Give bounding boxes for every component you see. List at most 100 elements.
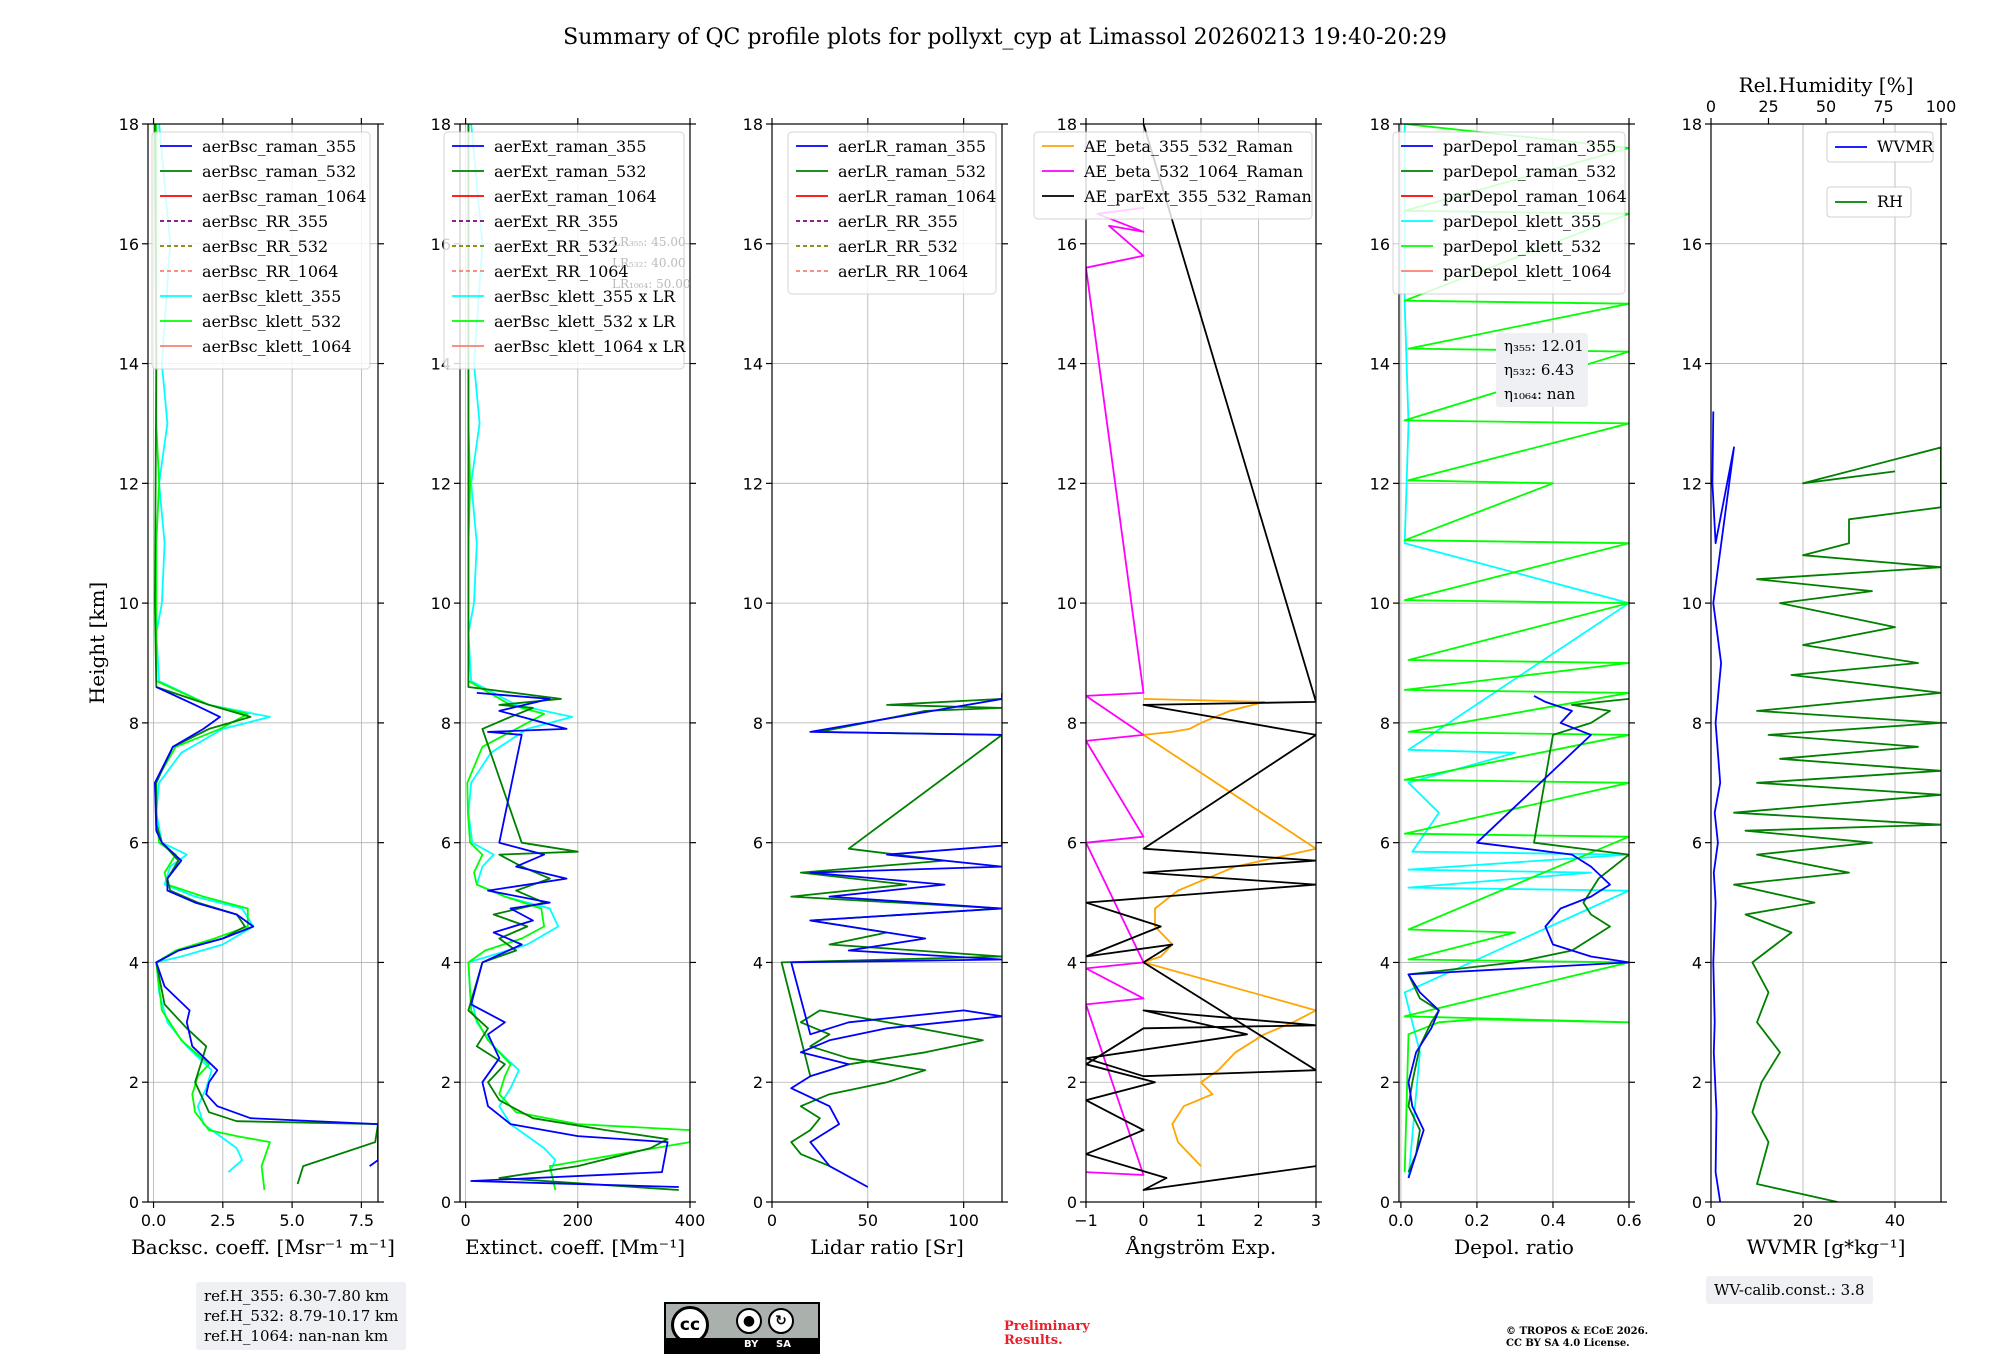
y-tick-label: 0 xyxy=(129,1193,139,1212)
legend-label: aerExt_raman_532 xyxy=(494,162,647,181)
legend-label: aerBsc_klett_1064 xyxy=(202,337,351,356)
by-person-icon: ● xyxy=(736,1308,762,1334)
y-tick-label: 16 xyxy=(1370,235,1390,254)
legend-label: WVMR xyxy=(1877,137,1934,156)
y-tick-label: 18 xyxy=(1682,115,1702,134)
legend: parDepol_raman_355 parDepol_raman_532 parD… xyxy=(1392,131,1627,295)
y-tick-label: 0 xyxy=(441,1193,451,1212)
x-axis-title: Ångström Exp. xyxy=(1125,1234,1276,1259)
legend: aerLR_raman_355 aerLR_raman_532 aerLR_rama… xyxy=(787,131,997,295)
y-tick-label: 8 xyxy=(129,714,139,733)
x-tick-label: 0 xyxy=(767,1211,777,1230)
y-tick-label: 18 xyxy=(119,115,139,134)
legend-label: aerBsc_klett_355 xyxy=(202,287,341,306)
cc-license-badge: cc ● ↻ BY SA xyxy=(664,1302,820,1354)
panel-lidar_ratio: 0 2 4 6 8 10 12 14 16 18 0 50 100 Lidar ratio [Sr] aer… xyxy=(743,115,1008,1259)
legend: AE_beta_355_532_Raman AE_beta_532_1064_Ra… xyxy=(1033,131,1313,220)
y-tick-label: 10 xyxy=(743,594,763,613)
x-tick-label: 0.2 xyxy=(1464,1211,1489,1230)
series-line-ae-parext-355-532-raman xyxy=(1086,124,1316,1191)
legend-label: aerLR_raman_532 xyxy=(838,162,986,181)
series-line-pardepol-klett-532 xyxy=(1403,124,1629,1173)
legend-label: aerBsc_raman_1064 xyxy=(202,187,367,206)
y-tick-label: 14 xyxy=(119,355,139,374)
series-line-pardepol-raman-355 xyxy=(1407,695,1629,1179)
y-tick-label: 0 xyxy=(1692,1193,1702,1212)
legend: aerExt_raman_355 aerExt_raman_532 aerExt_r… xyxy=(443,131,686,370)
legend-label: parDepol_raman_532 xyxy=(1443,162,1616,181)
reference-heights-box: ref.H_355: 6.30-7.80 km ref.H_532: 8.79-… xyxy=(196,1282,407,1350)
legend: aerBsc_raman_355 aerBsc_raman_532 aerBsc_r… xyxy=(151,131,371,370)
wv-calibration-box: WV-calib.const.: 3.8 xyxy=(1706,1276,1873,1304)
y-tick-label: 18 xyxy=(1057,115,1077,134)
y-tick-label: 16 xyxy=(743,235,763,254)
legend-box xyxy=(787,131,997,295)
series-line-aerbsc-raman-355 xyxy=(153,686,378,1167)
ref-height-532: ref.H_532: 8.79-10.17 km xyxy=(204,1307,399,1325)
y-tick-label: 10 xyxy=(119,594,139,613)
annotation-text: η₅₃₂: 6.43 xyxy=(1504,361,1574,379)
y-axis-label: Height [km] xyxy=(85,582,109,704)
legend-label: aerBsc_RR_1064 xyxy=(202,262,338,281)
y-tick-label: 4 xyxy=(1692,953,1702,972)
sa-share-icon: ↻ xyxy=(768,1308,794,1334)
series-line-aerlr-raman-355 xyxy=(790,692,1002,1188)
y-tick-label: 18 xyxy=(431,115,451,134)
x-axis-title: Depol. ratio xyxy=(1454,1235,1574,1259)
y-tick-label: 4 xyxy=(129,953,139,972)
y-tick-label: 8 xyxy=(441,714,451,733)
series-group xyxy=(1711,411,1941,1202)
series-group xyxy=(466,124,690,1191)
x-top-axis-title: Rel.Humidity [%] xyxy=(1739,73,1914,97)
series-line-aerbsc-klett-355 xyxy=(155,124,271,1173)
legend-box xyxy=(1392,131,1626,295)
y-tick-label: 4 xyxy=(441,953,451,972)
legend-box xyxy=(443,131,685,370)
y-tick-label: 2 xyxy=(1067,1073,1077,1092)
y-tick-label: 8 xyxy=(1692,714,1702,733)
annotation-text: LR₅₃₂: 40.00 xyxy=(612,256,686,270)
x-tick-label: 100 xyxy=(948,1211,979,1230)
cc-by-label: BY xyxy=(744,1339,759,1350)
series-group xyxy=(1403,124,1629,1179)
y-tick-label: 14 xyxy=(1057,355,1077,374)
y-tick-label: 12 xyxy=(1057,474,1077,493)
series-group xyxy=(1086,124,1316,1191)
y-tick-label: 18 xyxy=(1370,115,1390,134)
y-tick-label: 4 xyxy=(1067,953,1077,972)
legend-label: aerBsc_RR_355 xyxy=(202,212,328,231)
y-tick-label: 6 xyxy=(129,834,139,853)
legend-label: aerLR_raman_355 xyxy=(838,137,986,156)
y-tick-label: 14 xyxy=(1370,355,1390,374)
copyright-line-2: CC BY SA 4.0 License. xyxy=(1506,1338,1630,1349)
legend-label: aerExt_RR_1064 xyxy=(494,262,629,281)
legend-label: aerBsc_raman_355 xyxy=(202,137,356,156)
axes-frame xyxy=(1398,123,1630,1203)
series-line-rh xyxy=(1733,446,1941,1202)
axes-frame xyxy=(147,123,379,1203)
series-group xyxy=(780,692,1002,1188)
legend-label: parDepol_raman_355 xyxy=(1443,137,1616,156)
y-tick-label: 14 xyxy=(743,355,763,374)
x-tick-label: 0.6 xyxy=(1616,1211,1641,1230)
y-tick-label: 2 xyxy=(753,1073,763,1092)
copyright-note: © TROPOS & ECoE 2026. CC BY SA 4.0 Licen… xyxy=(1506,1326,1648,1350)
legend-label: aerBsc_raman_532 xyxy=(202,162,356,181)
y-tick-label: 4 xyxy=(753,953,763,972)
x-tick-label: 7.5 xyxy=(349,1211,374,1230)
y-tick-label: 12 xyxy=(743,474,763,493)
x-tick-label: 50 xyxy=(858,1211,878,1230)
y-tick-label: 0 xyxy=(753,1193,763,1212)
y-tick-label: 16 xyxy=(1057,235,1077,254)
x-top-tick-label: 100 xyxy=(1926,97,1957,116)
x-tick-label: 0.0 xyxy=(1388,1211,1413,1230)
legend-label: parDepol_raman_1064 xyxy=(1443,187,1627,206)
legend-label: aerBsc_klett_532 xyxy=(202,312,341,331)
legend-box xyxy=(1826,131,1934,163)
y-tick-label: 0 xyxy=(1067,1193,1077,1212)
y-tick-label: 12 xyxy=(119,474,139,493)
